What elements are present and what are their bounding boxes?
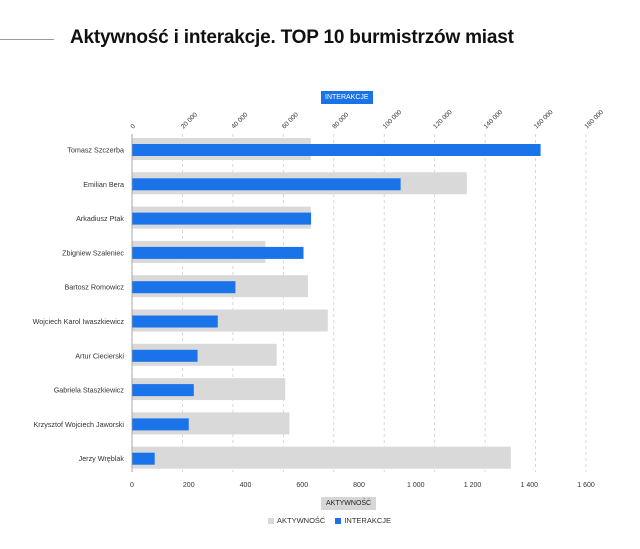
legend-swatch-aktywnosc bbox=[268, 517, 274, 524]
top-tick-label: 120 000 bbox=[432, 109, 454, 131]
legend-item-interakcje: INTERAKCJE bbox=[335, 516, 391, 525]
bottom-tick-label: 800 bbox=[353, 482, 365, 489]
bottom-tick-label: 0 bbox=[130, 482, 134, 489]
bar-interakcje bbox=[132, 384, 194, 397]
category-label: Tomasz Szczerba bbox=[67, 146, 124, 155]
category-label: Wojciech Karol Iwaszkiewicz bbox=[33, 317, 125, 326]
bar-interakcje bbox=[132, 281, 236, 294]
top-tick-label: 180 000 bbox=[583, 109, 605, 131]
category-label: Arkadiusz Ptak bbox=[76, 214, 124, 223]
top-tick-label: 20 000 bbox=[180, 111, 199, 130]
bottom-tick-label: 600 bbox=[296, 482, 308, 489]
bar-interakcje bbox=[132, 178, 401, 191]
bar-interakcje bbox=[132, 144, 541, 156]
bottom-tick-label: 1 000 bbox=[407, 482, 425, 489]
bottom-axis-title: AKTYWNOŚĆ bbox=[321, 497, 377, 510]
bar-interakcje bbox=[132, 452, 155, 465]
top-axis-title: INTERAKCJE bbox=[321, 91, 373, 104]
top-tick-label: 160 000 bbox=[533, 109, 555, 131]
bottom-tick-label: 1 400 bbox=[520, 482, 538, 489]
top-tick-label: 0 bbox=[129, 123, 137, 131]
top-tick-label: 140 000 bbox=[483, 109, 505, 131]
bottom-tick-label: 1 200 bbox=[464, 482, 482, 489]
bar-interakcje bbox=[132, 315, 218, 328]
bar-interakcje bbox=[132, 418, 189, 431]
legend: AKTYWNOŚĆ INTERAKCJE bbox=[268, 516, 401, 525]
category-label: Zbigniew Szaleniec bbox=[62, 248, 124, 257]
bar-interakcje bbox=[132, 349, 198, 362]
top-tick-label: 60 000 bbox=[281, 111, 300, 130]
decorative-rule bbox=[0, 39, 54, 40]
legend-label-interakcje: INTERAKCJE bbox=[344, 516, 392, 525]
bottom-tick-label: 200 bbox=[183, 482, 195, 489]
top-tick-label: 80 000 bbox=[331, 111, 350, 130]
category-label: Artur Ciecierski bbox=[75, 351, 124, 360]
bar-interakcje bbox=[132, 246, 304, 259]
legend-item-aktywnosc: AKTYWNOŚĆ bbox=[268, 516, 325, 525]
category-label: Gabriela Staszkiewicz bbox=[54, 386, 125, 395]
top-tick-label: 40 000 bbox=[230, 111, 249, 130]
bottom-tick-label: 400 bbox=[240, 482, 252, 489]
category-label: Krzysztof Wojciech Jaworski bbox=[33, 420, 124, 429]
top-tick-label: 100 000 bbox=[382, 109, 404, 131]
bar-interakcje bbox=[132, 212, 312, 225]
category-label: Emilian Bera bbox=[83, 180, 124, 189]
chart-title: Aktywność i interakcje. TOP 10 burmistrz… bbox=[70, 27, 514, 48]
legend-label-aktywnosc: AKTYWNOŚĆ bbox=[277, 516, 326, 525]
category-label: Jerzy Wręblak bbox=[79, 454, 125, 463]
bar-aktywnosc bbox=[132, 446, 511, 469]
category-label: Bartosz Romowicz bbox=[64, 283, 124, 292]
bottom-tick-label: 1 600 bbox=[577, 482, 595, 489]
legend-swatch-interakcje bbox=[335, 517, 342, 524]
